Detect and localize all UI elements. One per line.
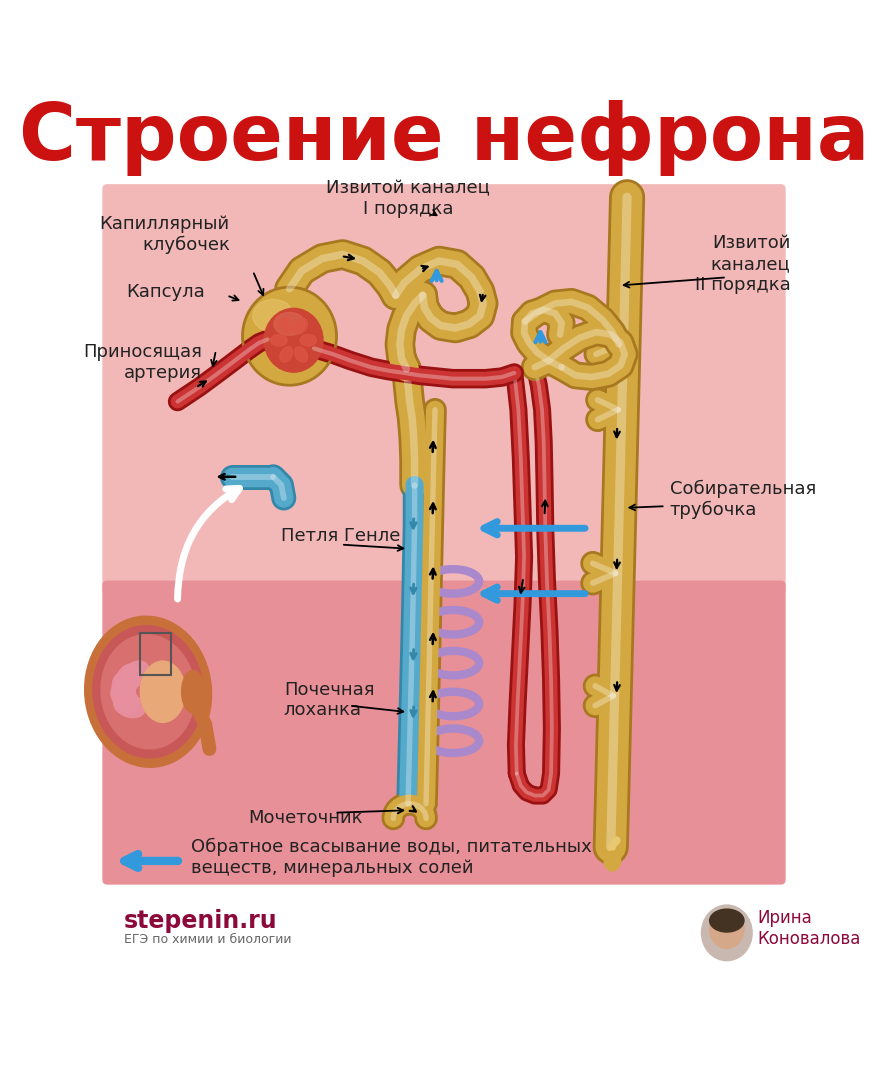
Ellipse shape	[274, 312, 305, 336]
Text: Мочеточник: Мочеточник	[249, 809, 363, 827]
Bar	[140, 633, 171, 675]
Ellipse shape	[271, 335, 287, 346]
FancyBboxPatch shape	[102, 581, 786, 885]
Ellipse shape	[140, 661, 186, 723]
Polygon shape	[606, 861, 619, 872]
Ellipse shape	[111, 684, 139, 713]
Ellipse shape	[115, 664, 139, 696]
Ellipse shape	[112, 673, 136, 705]
Text: Приносящая
артерия: Приносящая артерия	[83, 342, 202, 381]
Ellipse shape	[702, 905, 752, 960]
Text: Извитой
каналец
II порядка: Извитой каналец II порядка	[694, 234, 790, 294]
Text: Строение нефрона: Строение нефрона	[19, 100, 869, 176]
Text: Капиллярный
клубочек: Капиллярный клубочек	[99, 215, 230, 255]
Ellipse shape	[295, 319, 307, 334]
Ellipse shape	[93, 625, 203, 758]
Text: Извитой каналец
I порядка: Извитой каналец I порядка	[326, 179, 490, 218]
Text: Петля Генле: Петля Генле	[281, 527, 400, 545]
Text: stepenin.ru: stepenin.ru	[123, 908, 277, 933]
FancyBboxPatch shape	[102, 185, 786, 594]
Ellipse shape	[101, 635, 195, 748]
Ellipse shape	[120, 661, 149, 689]
Ellipse shape	[604, 851, 621, 870]
Text: Ирина
Коновалова: Ирина Коновалова	[757, 909, 861, 948]
Ellipse shape	[242, 287, 337, 386]
Ellipse shape	[253, 299, 294, 332]
Text: Почечная
лоханка: Почечная лоханка	[284, 680, 375, 719]
Ellipse shape	[280, 319, 293, 334]
Ellipse shape	[300, 335, 316, 346]
Text: ЕГЭ по химии и биологии: ЕГЭ по химии и биологии	[123, 933, 291, 946]
Ellipse shape	[114, 693, 146, 717]
Ellipse shape	[710, 909, 744, 932]
Text: Обратное всасывание воды, питательных
веществ, минеральных солей: Обратное всасывание воды, питательных ве…	[192, 838, 592, 877]
Ellipse shape	[182, 671, 204, 713]
Ellipse shape	[295, 347, 307, 362]
Text: Собирательная
трубочка: Собирательная трубочка	[670, 480, 816, 519]
Text: Капсула: Капсула	[127, 283, 205, 301]
Ellipse shape	[280, 347, 293, 362]
Ellipse shape	[710, 909, 744, 948]
Ellipse shape	[264, 309, 323, 373]
Ellipse shape	[84, 617, 211, 767]
